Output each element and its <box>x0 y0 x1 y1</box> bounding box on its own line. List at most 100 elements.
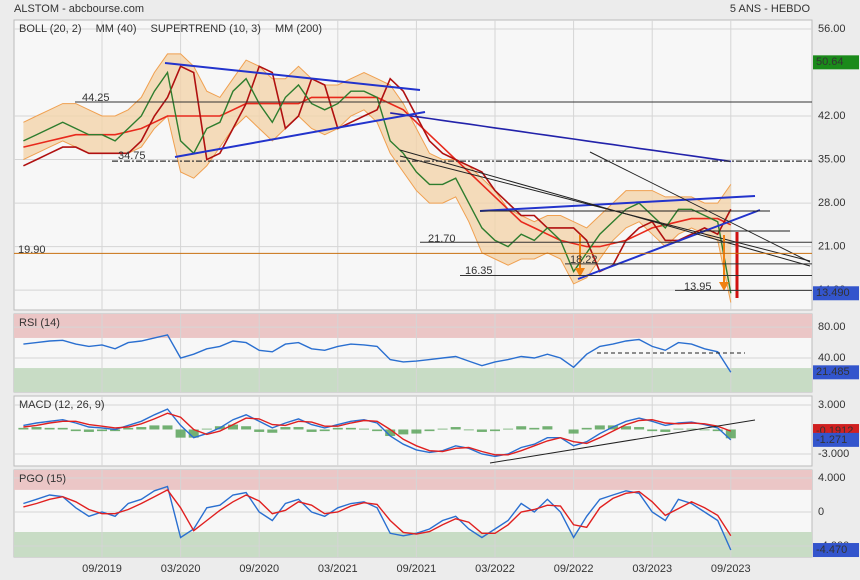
histogram-bar <box>241 426 252 430</box>
panel-title: PGO (15) <box>19 473 66 485</box>
histogram-bar <box>542 426 553 430</box>
histogram-bar <box>70 429 81 432</box>
arrow-head <box>719 282 729 291</box>
x-tick-label: 09/2020 <box>239 563 279 575</box>
histogram-bar <box>476 429 487 432</box>
histogram-bar <box>345 427 356 430</box>
histogram-bar <box>437 428 448 430</box>
histogram-bar <box>529 427 540 430</box>
series-line <box>23 70 732 294</box>
histogram-bar <box>332 427 343 430</box>
x-tick-label: 03/2021 <box>318 563 358 575</box>
level-label: 13.95 <box>684 281 712 293</box>
panel-title: RSI (14) <box>19 317 60 329</box>
legend-entry: SUPERTREND (10, 3) <box>151 23 261 35</box>
zone <box>14 531 812 557</box>
histogram-bar <box>398 429 409 435</box>
value-badge <box>813 432 859 447</box>
histogram-bar <box>149 425 160 430</box>
value-badge-label: -4.470 <box>816 544 847 556</box>
legend-entry: BOLL (20, 2) <box>19 23 82 35</box>
histogram-bar <box>201 428 212 430</box>
series-line <box>390 112 731 163</box>
level-label: 18.22 <box>570 254 598 266</box>
histogram-bar <box>319 429 330 432</box>
legend-entry: MM (40) <box>96 23 137 35</box>
histogram-bar <box>228 424 238 430</box>
y-tick-label: 28.00 <box>818 197 846 209</box>
histogram-bar <box>725 429 736 439</box>
histogram-bar <box>83 429 94 432</box>
series-line <box>23 489 732 537</box>
histogram-bar <box>136 427 147 430</box>
value-badge-label: 21.485 <box>816 366 850 378</box>
boll-lower <box>23 109 732 303</box>
trendline <box>164 62 421 91</box>
histogram-bar <box>175 429 186 438</box>
top-layer: BOLL (20, 2) MM (40) SUPERTREND (10, 3) MM … <box>14 23 859 575</box>
x-tick-label: 09/2021 <box>397 563 437 575</box>
histogram-bar <box>594 425 605 430</box>
histogram-bar <box>267 429 278 433</box>
histogram-bar <box>411 429 422 434</box>
x-tick-label: 03/2023 <box>632 563 672 575</box>
histogram-bar <box>712 429 723 432</box>
x-tick-label: 09/2022 <box>554 563 594 575</box>
x-tick-label: 03/2022 <box>475 563 515 575</box>
histogram-bar <box>372 429 383 432</box>
histogram-bar <box>503 428 514 430</box>
y-tick-label: 21.00 <box>818 240 846 252</box>
histogram-bar <box>581 427 592 430</box>
histogram-bar <box>280 427 291 430</box>
histogram-bar <box>293 427 304 430</box>
histogram-bar <box>621 426 631 430</box>
series-line <box>23 408 732 458</box>
histogram-bar <box>647 429 658 432</box>
y-tick-label: 3.000 <box>818 399 846 411</box>
histogram-bar <box>490 429 500 432</box>
series-line <box>23 412 732 456</box>
histogram-bar <box>568 429 579 434</box>
histogram-bar <box>424 429 435 432</box>
y-tick-label: 80.00 <box>818 321 846 333</box>
series-line <box>23 485 732 551</box>
histogram-bar <box>57 427 68 430</box>
y-tick-label: 42.00 <box>818 110 846 122</box>
histogram-bar <box>31 427 42 430</box>
chart-title: ALSTOM - abcbourse.com <box>14 3 144 15</box>
trendline <box>489 419 756 464</box>
zone <box>14 314 812 338</box>
value-badge-label: -1.271 <box>816 434 847 446</box>
zone <box>14 470 812 490</box>
level-label: 16.35 <box>465 265 493 277</box>
histogram-bar <box>699 429 710 431</box>
series-line <box>23 334 732 373</box>
y-tick-label: 4.000 <box>818 472 846 484</box>
value-badge <box>813 365 859 380</box>
panel-title: MACD (12, 26, 9) <box>19 399 105 411</box>
histogram-bar <box>123 427 134 430</box>
histogram-bar <box>18 427 29 430</box>
histogram-bar <box>516 426 527 430</box>
histogram-bar <box>306 429 317 432</box>
y-tick-label: 0 <box>818 506 824 518</box>
value-badge <box>813 55 859 70</box>
level-label: 44.25 <box>82 92 110 104</box>
histogram-bar <box>686 428 697 430</box>
trendline <box>589 151 811 263</box>
value-badge-label: 50.64 <box>816 56 844 68</box>
histogram-bar <box>450 427 461 430</box>
histogram-bar <box>110 429 121 432</box>
x-tick-label: 03/2020 <box>161 563 201 575</box>
histogram-bar <box>463 429 474 431</box>
x-tick-label: 09/2023 <box>711 563 751 575</box>
arrow-head <box>575 268 585 277</box>
level-label: 19.90 <box>18 244 46 256</box>
value-badge <box>813 286 859 301</box>
trendline <box>479 195 756 212</box>
histogram-bar <box>162 425 173 430</box>
y-tick-label: -3.000 <box>818 448 849 460</box>
histogram-bar <box>634 427 645 430</box>
